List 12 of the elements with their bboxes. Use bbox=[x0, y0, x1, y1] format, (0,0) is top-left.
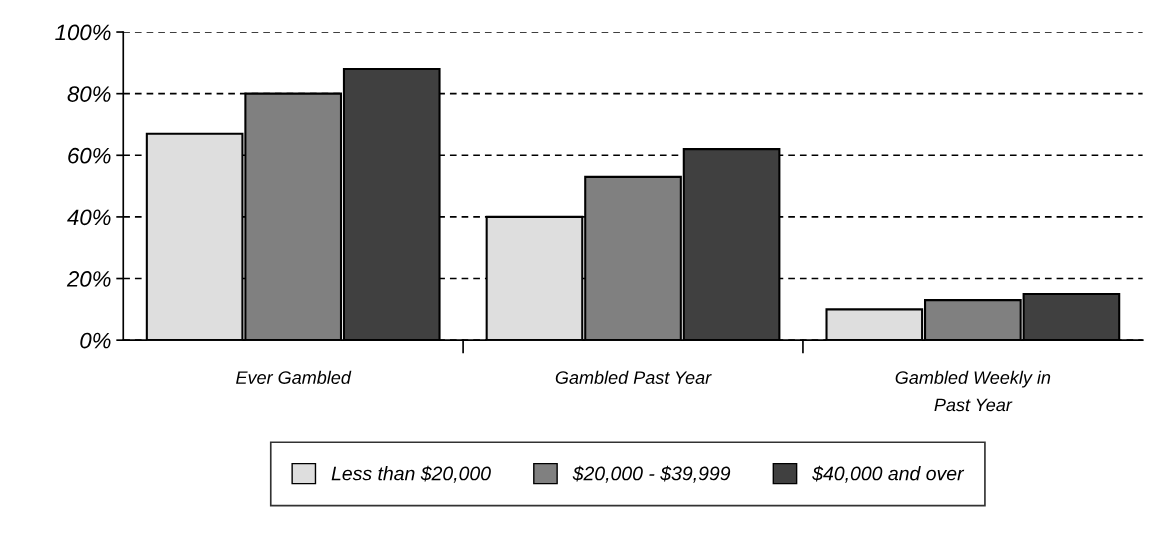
y-tick-label: 60% bbox=[68, 147, 111, 164]
legend-label: $40,000 and over bbox=[812, 465, 965, 483]
y-tick-label: 80% bbox=[67, 86, 111, 102]
x-tick-label: Gambled Past Year bbox=[555, 370, 712, 384]
legend-label: $20,000 - $39,999 bbox=[572, 465, 731, 483]
y-tick-label: 100% bbox=[55, 24, 111, 41]
x-tick-label: Ever Gambled bbox=[236, 370, 352, 384]
x-tick-label: Gambled Weekly in Past Year bbox=[895, 370, 1051, 412]
y-tick-label: 40% bbox=[67, 209, 111, 226]
y-tick-label: 20% bbox=[66, 271, 111, 287]
y-tick-label: 0% bbox=[80, 332, 111, 349]
legend-label: Less than $20,000 bbox=[331, 465, 491, 483]
